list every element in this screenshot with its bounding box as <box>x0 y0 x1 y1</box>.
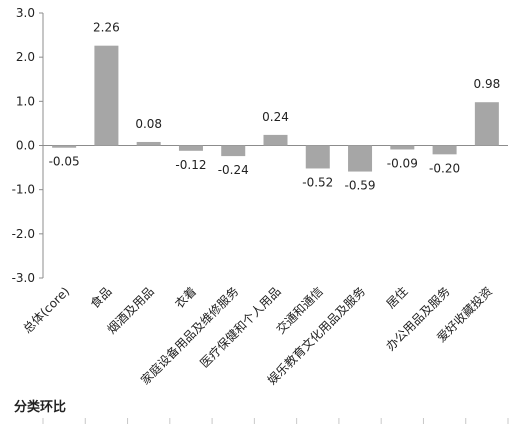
bar <box>348 145 373 172</box>
bar <box>390 145 415 150</box>
data-label: -0.12 <box>175 158 206 172</box>
y-tick-label: -3.0 <box>12 271 35 285</box>
y-tick-label: -1.0 <box>12 183 35 197</box>
bar <box>432 145 457 155</box>
data-label: 0.08 <box>135 117 162 131</box>
category-label: 食品 <box>87 284 115 312</box>
category-label: 总体(core) <box>20 284 72 336</box>
bar <box>221 145 246 157</box>
data-label: 0.24 <box>262 110 289 124</box>
data-label: -0.59 <box>345 179 376 193</box>
y-tick-label: 3.0 <box>16 6 35 20</box>
y-tick-label: 2.0 <box>16 50 35 64</box>
bar <box>263 134 288 146</box>
data-label: 2.26 <box>93 21 120 35</box>
y-tick-label: -2.0 <box>12 227 35 241</box>
chart-footer-label: 分类环比 <box>14 400 67 415</box>
bar <box>474 102 499 146</box>
bar <box>52 145 77 148</box>
category-label: 衣着 <box>171 284 199 312</box>
data-label: -0.05 <box>49 155 80 169</box>
bar <box>305 145 330 169</box>
category-label: 居住 <box>384 284 411 311</box>
data-label: -0.20 <box>429 161 460 175</box>
bar <box>178 145 203 151</box>
category-label: 医疗保健和个人用品 <box>197 284 283 370</box>
y-tick-label: 1.0 <box>16 94 35 108</box>
data-label: -0.52 <box>302 175 333 189</box>
data-label: -0.24 <box>218 163 249 177</box>
bar <box>94 45 119 146</box>
data-label: -0.09 <box>387 156 418 170</box>
data-label: 0.98 <box>474 77 501 91</box>
y-tick-label: 0.0 <box>16 139 35 153</box>
bar <box>136 141 161 146</box>
